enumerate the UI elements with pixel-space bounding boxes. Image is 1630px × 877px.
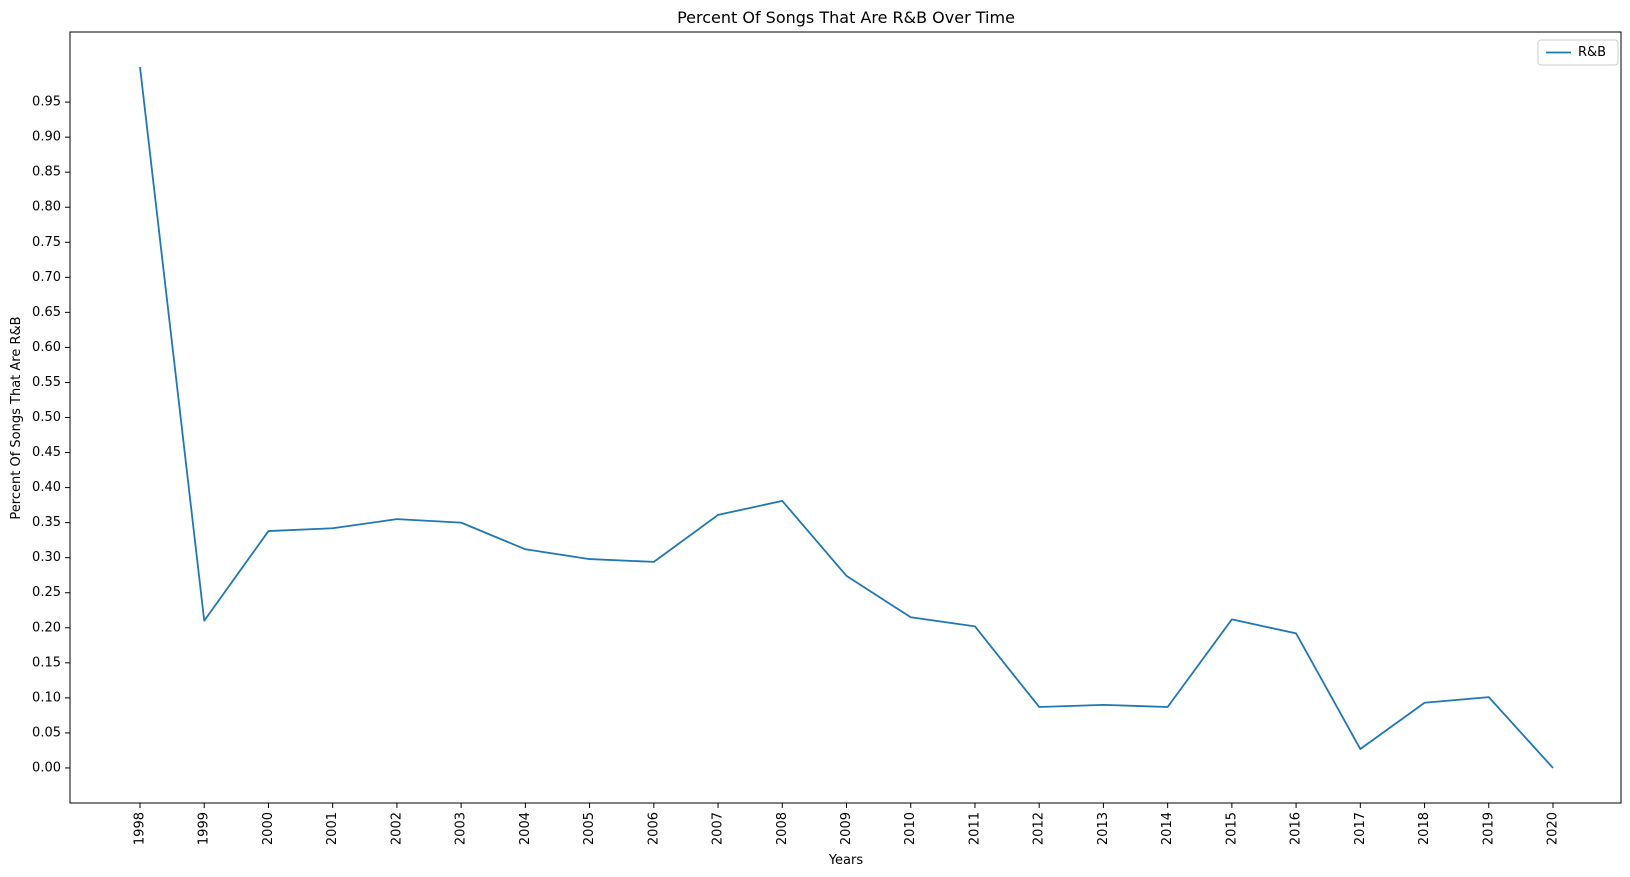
series-line-rnb <box>139 66 1554 769</box>
x-tick-label: 2010 <box>903 812 918 845</box>
y-tick-label: 0.35 <box>32 515 61 530</box>
y-tick-label: 0.00 <box>32 760 61 775</box>
x-tick-label: 2016 <box>1289 812 1304 845</box>
y-tick-label: 0.65 <box>32 305 61 320</box>
x-tick-label: 2015 <box>1224 812 1239 845</box>
y-tick-label: 0.05 <box>32 725 61 740</box>
y-tick-label: 0.15 <box>32 655 61 670</box>
x-tick-label: 1999 <box>197 812 212 845</box>
y-tick-label: 0.40 <box>32 480 61 495</box>
y-axis-label: Percent Of Songs That Are R&B <box>9 316 24 519</box>
x-tick-label: 2001 <box>325 812 340 845</box>
x-tick-label: 2014 <box>1160 812 1175 845</box>
x-tick-label: 2007 <box>711 812 726 845</box>
x-tick-label: 2003 <box>454 812 469 845</box>
x-tick-label: 2002 <box>389 812 404 845</box>
x-tick-label: 2008 <box>775 812 790 845</box>
y-tick-label: 0.80 <box>32 200 61 215</box>
y-tick-label: 0.20 <box>32 620 61 635</box>
y-tick-label: 0.50 <box>32 410 61 425</box>
y-tick-label: 0.75 <box>32 235 61 250</box>
x-tick-label: 2012 <box>1032 812 1047 845</box>
y-tick-label: 0.90 <box>32 130 61 145</box>
y-tick-label: 0.45 <box>32 445 61 460</box>
x-tick-label: 1998 <box>133 812 148 845</box>
y-tick-label: 0.55 <box>32 375 61 390</box>
series-layer <box>139 66 1554 769</box>
y-tick-label: 0.60 <box>32 340 61 355</box>
x-tick-label: 2011 <box>967 812 982 845</box>
y-tick-label: 0.70 <box>32 270 61 285</box>
x-tick-label: 2019 <box>1481 812 1496 845</box>
y-tick-label: 0.25 <box>32 585 61 600</box>
legend: R&B <box>1537 39 1619 66</box>
x-axis: 1998 1999 2000 2001 2002 2003 2004 2005 2006 2007… <box>133 803 1561 845</box>
x-tick-label: 2017 <box>1353 812 1368 845</box>
legend-box <box>1537 39 1619 66</box>
y-tick-label: 0.85 <box>32 165 61 180</box>
legend-label: R&B <box>1578 45 1606 60</box>
y-tick-label: 0.10 <box>32 690 61 705</box>
x-tick-label: 2013 <box>1096 812 1111 845</box>
x-axis-label: Years <box>828 853 864 868</box>
x-tick-label: 2004 <box>518 812 533 845</box>
y-tick-label: 0.95 <box>32 95 61 110</box>
chart-title: Percent Of Songs That Are R&B Over Time <box>677 8 1015 27</box>
x-tick-label: 2000 <box>261 812 276 845</box>
plot-frame <box>69 31 1622 804</box>
y-tick-label: 0.30 <box>32 550 61 565</box>
x-tick-label: 2020 <box>1546 812 1561 845</box>
y-axis: 0.00 0.05 0.10 0.15 0.20 0.25 0.30 0.35 0.40 0.45… <box>32 95 70 775</box>
x-tick-label: 2005 <box>582 812 597 845</box>
x-tick-label: 2009 <box>839 812 854 845</box>
x-tick-label: 2006 <box>646 812 661 845</box>
x-tick-label: 2018 <box>1417 812 1432 845</box>
plot-area <box>69 31 1622 804</box>
